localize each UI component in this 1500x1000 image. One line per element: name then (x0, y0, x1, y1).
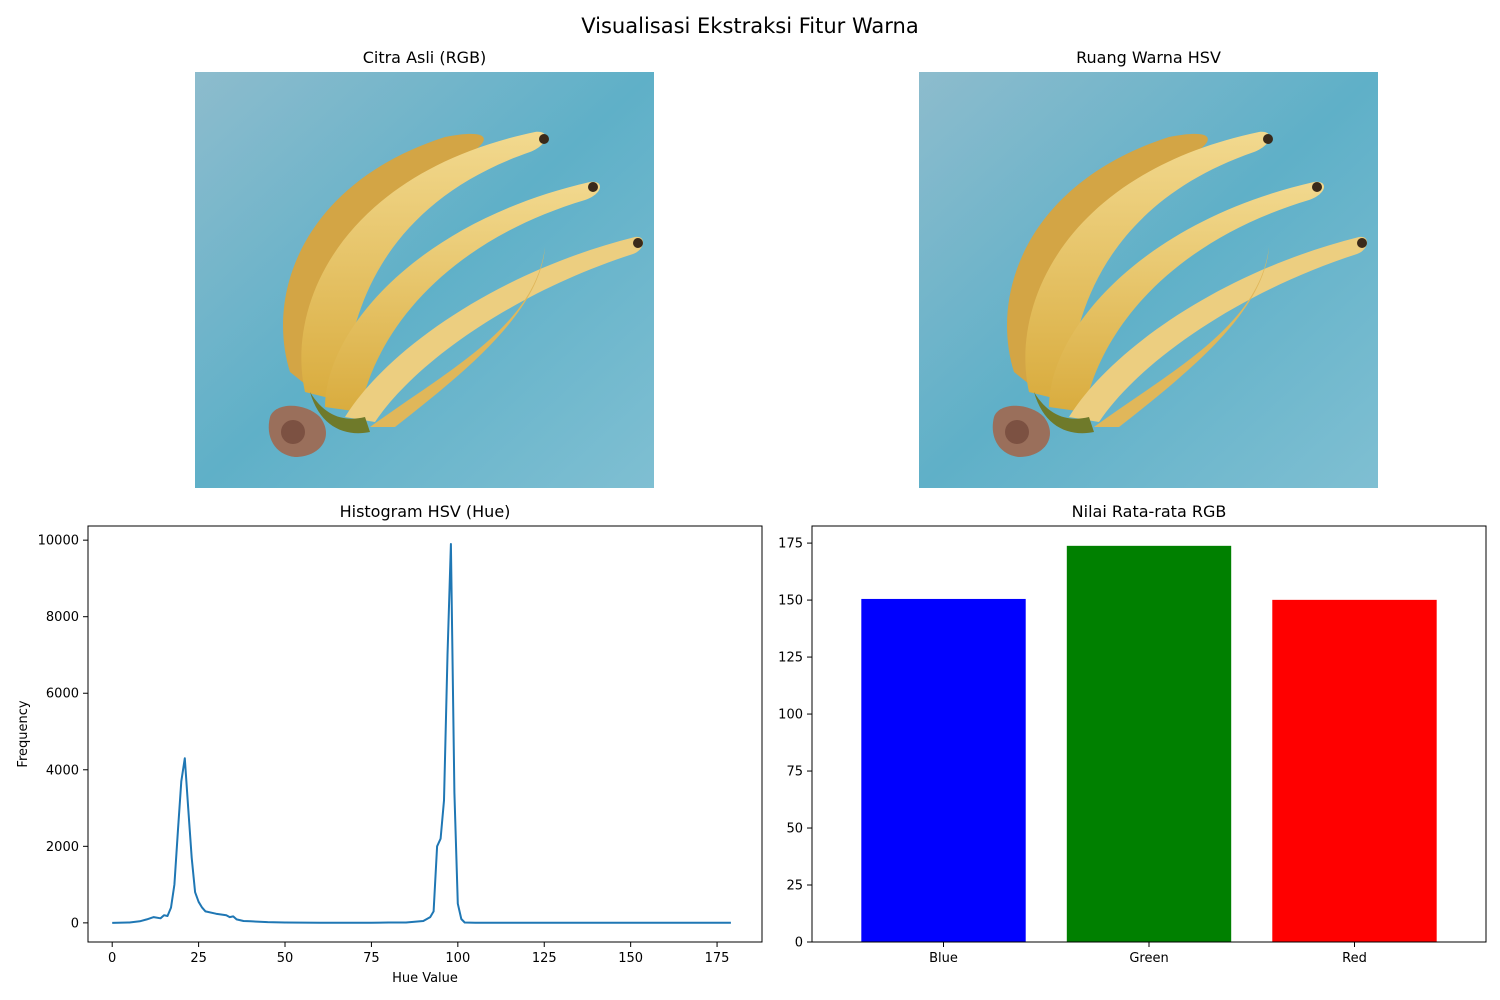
y-tick-label: 150 (778, 594, 803, 609)
histogram-frame (87, 525, 763, 943)
x-tick-label: 150 (618, 951, 643, 966)
bar-red (1272, 599, 1437, 942)
y-tick-label: 50 (786, 822, 803, 837)
x-tick-label: 0 (108, 951, 116, 966)
y-tick-label: 10000 (38, 534, 79, 549)
category-label: Green (1129, 951, 1168, 966)
x-tick-label: 175 (705, 951, 730, 966)
y-tick-label: 25 (786, 879, 803, 894)
x-tick-label: 25 (190, 951, 207, 966)
x-tick-label: 75 (363, 951, 380, 966)
y-tick-label: 75 (786, 765, 803, 780)
histogram-title: Histogram HSV (Hue) (340, 502, 511, 521)
original-image-title: Citra Asli (RGB) (362, 48, 487, 67)
x-tick-label: 125 (532, 951, 557, 966)
y-tick-label: 4000 (46, 763, 79, 778)
original-image (195, 72, 654, 488)
y-tick-label: 100 (778, 708, 803, 723)
y-tick-label: 125 (778, 651, 803, 666)
x-tick-label: 50 (277, 951, 294, 966)
bar-chart-title: Nilai Rata-rata RGB (1072, 502, 1227, 521)
y-tick-label: 6000 (46, 687, 79, 702)
hue-series-line (112, 543, 731, 924)
category-label: Blue (929, 951, 958, 966)
y-tick-label: 0 (795, 936, 803, 951)
bar-blue (861, 598, 1026, 942)
x-tick-label: 100 (445, 951, 470, 966)
y-tick-label: 0 (71, 916, 79, 931)
x-axis-label: Hue Value (392, 971, 458, 986)
hsv-image (919, 72, 1378, 488)
y-tick-label: 175 (778, 537, 803, 552)
y-tick-label: 2000 (46, 840, 79, 855)
bar-chart-frame (811, 525, 1487, 943)
y-tick-label: 8000 (46, 610, 79, 625)
category-label: Red (1342, 951, 1367, 966)
hsv-image-title: Ruang Warna HSV (1076, 48, 1221, 67)
bar-green (1066, 545, 1232, 942)
figure-title: Visualisasi Ekstraksi Fitur Warna (581, 14, 919, 38)
y-axis-label: Frequency (16, 700, 31, 767)
